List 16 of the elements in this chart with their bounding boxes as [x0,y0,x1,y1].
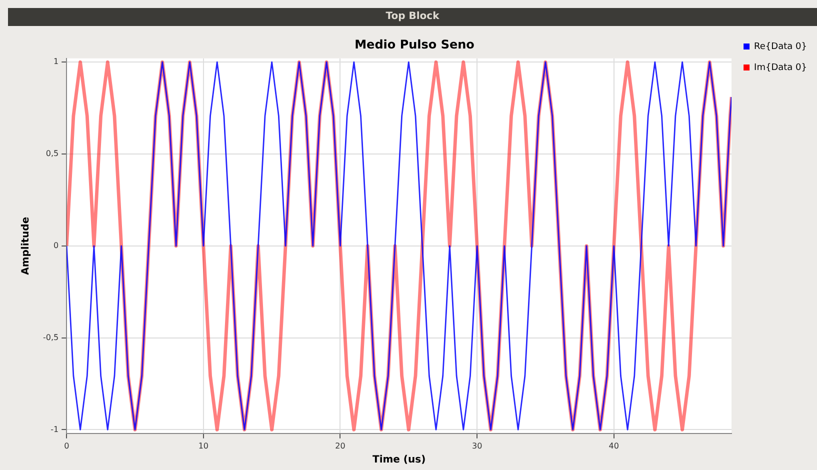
y-tick-label: -1 [50,424,59,434]
x-tick-label: 20 [335,441,346,450]
legend-label: Im{Data 0} [754,62,808,73]
y-tick-label: 0 [54,240,59,250]
legend-label: Re{Data 0} [754,42,807,52]
y-tick-label: -0,5 [43,332,59,342]
y-tick-label: 1 [54,57,59,66]
x-tick-label: 10 [198,441,209,450]
x-tick-label: 30 [472,441,482,450]
y-tick-label: 0,5 [46,149,59,158]
text: Top Block [8,8,817,26]
x-tick-label: 0 [64,441,70,450]
x-tick-label: 40 [608,441,619,450]
y-axis-title: Amplitude [20,216,32,275]
x-axis-title: Time (us) [372,454,426,466]
chart-title: Medio Pulso Seno [354,37,474,52]
